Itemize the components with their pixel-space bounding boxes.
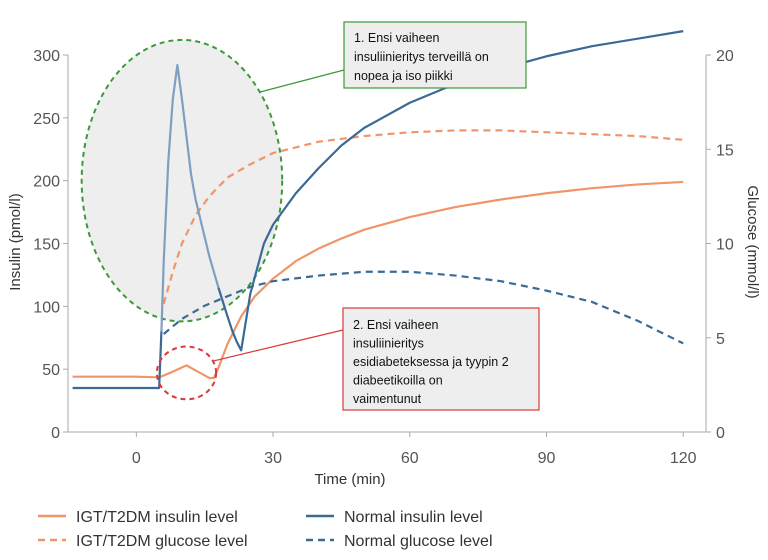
annotation-circle-1 bbox=[80, 38, 284, 323]
legend-item-igt-insulin: IGT/T2DM insulin level bbox=[38, 509, 238, 526]
annotation-2-text-line: insuliinieritys bbox=[353, 337, 424, 351]
x-tick-label: 0 bbox=[132, 450, 141, 467]
y-right-tick-label: 0 bbox=[716, 425, 725, 442]
y-left-tick-label: 150 bbox=[33, 237, 60, 254]
annotation-2-text-line: 2. Ensi vaiheen bbox=[353, 318, 439, 332]
legend-label-igt-insulin: IGT/T2DM insulin level bbox=[76, 509, 238, 526]
y-axis-right-label: Glucose (mmol/l) bbox=[744, 185, 761, 298]
y-left-tick-label: 250 bbox=[33, 111, 60, 128]
annotation-2-text-line: esidiabeteksessa ja tyypin 2 bbox=[353, 355, 509, 369]
annotation-2-box bbox=[342, 307, 540, 411]
annotation-2-text-line: diabeetikoilla on bbox=[353, 374, 443, 388]
annotation-2-text-line: vaimentunut bbox=[353, 392, 422, 406]
series-igt-glucose-line bbox=[162, 129, 684, 305]
annotation-1-box bbox=[343, 21, 527, 89]
ticks: 0 30 60 90 120 0 50 100 150 200 250 300 0 5 10 15 20 bbox=[33, 48, 734, 467]
x-tick-label: 120 bbox=[670, 450, 697, 467]
series-layer bbox=[72, 30, 684, 390]
x-tick-label: 90 bbox=[538, 450, 556, 467]
legend: IGT/T2DM insulin level IGT/T2DM glucose … bbox=[38, 509, 493, 550]
y-right-tick-label: 20 bbox=[716, 48, 734, 65]
legend-label-igt-glucose: IGT/T2DM glucose level bbox=[76, 533, 248, 550]
series-normal-insulin-line bbox=[72, 331, 163, 390]
x-tick-label: 60 bbox=[401, 450, 419, 467]
legend-label-normal-insulin: Normal insulin level bbox=[344, 509, 483, 526]
y-left-tick-label: 200 bbox=[33, 174, 60, 191]
y-left-tick-label: 100 bbox=[33, 299, 60, 316]
legend-item-normal-glucose: Normal glucose level bbox=[306, 533, 493, 550]
series-normal-insulin-spike bbox=[160, 63, 220, 332]
annotation-circles bbox=[80, 38, 284, 323]
annotation-circle-2 bbox=[155, 345, 218, 401]
y-left-tick-label: 300 bbox=[33, 48, 60, 65]
annotation-1-text-line: nopea ja iso piikki bbox=[354, 69, 453, 83]
annotation-1-connector bbox=[259, 69, 345, 93]
y-right-tick-label: 5 bbox=[716, 331, 725, 348]
x-axis-label: Time (min) bbox=[314, 471, 385, 488]
y-left-tick-label: 50 bbox=[42, 362, 60, 379]
legend-item-igt-glucose: IGT/T2DM glucose level bbox=[38, 533, 248, 550]
y-left-tick-label: 0 bbox=[51, 425, 60, 442]
annotation-2-connector bbox=[213, 329, 344, 362]
series-normal-glucose-line bbox=[162, 270, 684, 345]
legend-label-normal-glucose: Normal glucose level bbox=[344, 533, 493, 550]
legend-item-normal-insulin: Normal insulin level bbox=[306, 509, 483, 526]
series-igt-insulin-line bbox=[72, 180, 684, 380]
series-normal-insulin-line bbox=[217, 30, 684, 352]
annotations: 1. Ensi vaiheen insuliinieritys terveillä… bbox=[155, 21, 540, 411]
y-right-tick-label: 10 bbox=[716, 237, 734, 254]
y-right-tick-label: 15 bbox=[716, 142, 734, 159]
x-tick-label: 30 bbox=[264, 450, 282, 467]
annotation-1-text-line: 1. Ensi vaiheen bbox=[354, 31, 440, 45]
annotation-1-text-line: insuliinieritys terveillä on bbox=[354, 50, 489, 64]
y-axis-left-label: Insulin (pmol/l) bbox=[7, 193, 24, 291]
